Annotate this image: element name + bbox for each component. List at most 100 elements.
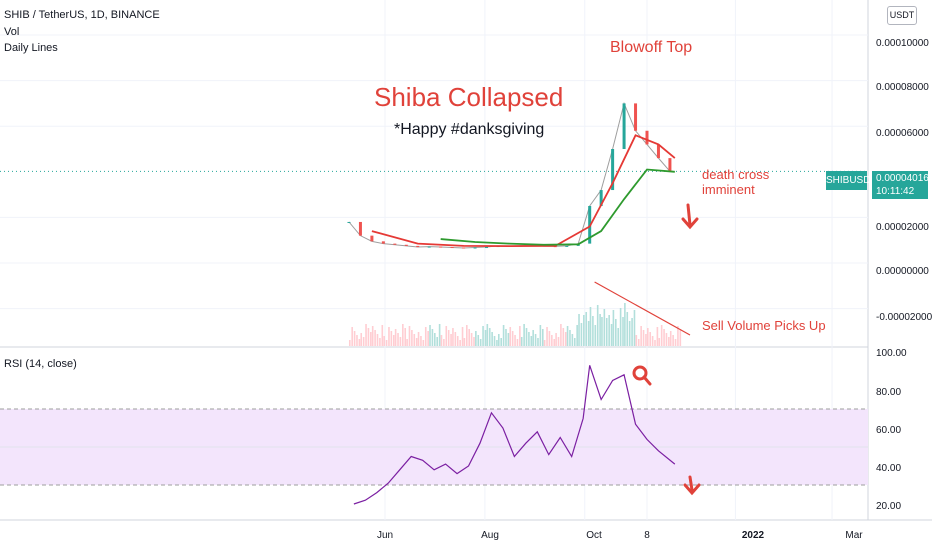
volume-bar (447, 330, 450, 346)
subheadline-annotation[interactable]: *Happy #danksgiving (394, 121, 545, 138)
volume-bar (631, 318, 633, 346)
volume-bar (413, 334, 416, 346)
headline-annotation[interactable]: Shiba Collapsed (374, 82, 564, 112)
volume-bar (669, 331, 672, 346)
currency-button[interactable]: USDT (887, 6, 917, 25)
volume-bar (376, 334, 379, 346)
blowoff-top-annotation[interactable]: Blowoff Top (610, 39, 693, 56)
price-candle (347, 221, 351, 223)
volume-bar (422, 340, 425, 346)
volume-bar (589, 307, 592, 346)
time-tick: Jun (376, 530, 394, 541)
volume-bar (541, 329, 544, 346)
volume-bar (649, 332, 651, 346)
volume-bar (566, 326, 569, 346)
volume-bar (445, 326, 448, 346)
volume-bar (493, 336, 496, 346)
volume-bar (399, 337, 402, 346)
volume-bar (477, 335, 480, 346)
time-tick: Aug (481, 530, 499, 541)
volume-bar (585, 312, 588, 346)
rsi-tick: 40.00 (876, 463, 902, 474)
volume-bar (619, 308, 622, 346)
volume-bar (569, 330, 571, 346)
price-candle (599, 190, 603, 206)
volume-bar (351, 327, 353, 346)
volume-bar (420, 336, 422, 346)
price-candle (416, 245, 420, 248)
volume-bar (551, 335, 553, 346)
volume-bar (571, 334, 574, 346)
time-tick: 2022 (741, 530, 765, 541)
volume-bar (523, 324, 525, 346)
volume-bar (475, 331, 477, 346)
volume-bar (576, 325, 578, 346)
daily-lines-indicator-label[interactable]: Daily Lines (4, 42, 58, 54)
volume-bar (617, 328, 620, 346)
volume-bar (608, 315, 610, 346)
volume-trendline (594, 281, 691, 336)
volume-bar (635, 335, 638, 346)
volume-bar (434, 333, 436, 346)
volume-bar (365, 324, 367, 346)
volume-bar (454, 332, 457, 346)
volume-bar (514, 335, 516, 346)
price-candle (622, 103, 626, 149)
volume-bar (491, 332, 493, 346)
volume-bar (580, 323, 583, 346)
volume-bar (599, 314, 601, 346)
volume-bar (461, 327, 464, 346)
volume-bar (450, 334, 452, 346)
last-price-box: 0.00004016 10:11:42 (872, 171, 929, 199)
time-tick: Oct (586, 530, 602, 541)
death-cross-annotation-line2[interactable]: imminent (702, 182, 755, 197)
volume-bar (546, 327, 548, 346)
price-candle (565, 245, 569, 247)
moving-averages (371, 134, 676, 248)
down-arrow-price (681, 203, 699, 230)
price-candle (634, 103, 638, 131)
volume-bar (677, 326, 679, 346)
volume-bar (497, 334, 500, 346)
volume-indicator-label[interactable]: Vol (4, 26, 20, 38)
volume-bar (592, 316, 594, 346)
volume-bar (562, 328, 565, 346)
price-candle (462, 247, 466, 249)
volume-bar (397, 333, 399, 346)
volume-bar (672, 335, 674, 346)
volume-bar (660, 325, 663, 346)
volume-bar (502, 325, 505, 346)
volume-bar (456, 336, 459, 346)
volume-bar (381, 325, 384, 346)
sell-volume-annotation[interactable]: Sell Volume Picks Up (702, 318, 826, 333)
volume-bar (459, 340, 461, 346)
symbol-price-label: SHIBUSDT (826, 171, 877, 190)
volume-bar (466, 325, 468, 346)
volume-bar (362, 337, 365, 346)
volume-bar (520, 337, 523, 346)
price-candle (668, 158, 672, 172)
volume-bar (557, 337, 560, 346)
volume-bar (622, 317, 624, 346)
volume-bar (431, 329, 434, 346)
volume-bar (573, 338, 576, 346)
volume-bar (424, 327, 427, 346)
rsi-indicator-label[interactable]: RSI (14, close) (4, 358, 77, 370)
volume-bar (647, 328, 649, 346)
volume-bar (605, 318, 608, 346)
rsi-peak-circle (632, 365, 648, 381)
volume-bar (488, 328, 491, 346)
volume-bar (603, 309, 606, 346)
price-candle (404, 244, 408, 246)
rsi-tick: 60.00 (876, 425, 902, 436)
ma-fast-line (371, 134, 676, 248)
volume-bar (645, 334, 647, 346)
volume-bar (564, 332, 567, 346)
bar-countdown: 10:11:42 (876, 186, 915, 197)
volume-bar (370, 332, 372, 346)
volume-bar (528, 332, 530, 346)
volume-bar (516, 339, 519, 346)
volume-bar (348, 340, 351, 346)
volume-bar (385, 340, 388, 346)
death-cross-annotation-line1[interactable]: death cross (702, 167, 770, 182)
